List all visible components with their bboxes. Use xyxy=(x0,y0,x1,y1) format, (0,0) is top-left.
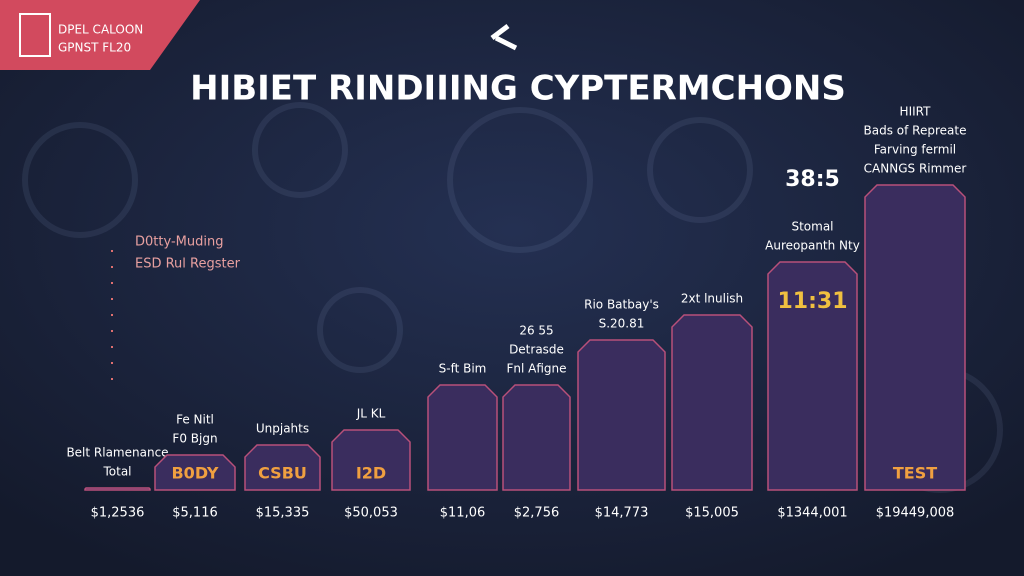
bar-annotation: Aureopanth Nty xyxy=(765,239,860,253)
bar xyxy=(244,444,321,491)
bar-annotation: HIIRT xyxy=(900,105,932,119)
bar-annotation: Unpjahts xyxy=(256,422,309,436)
bar xyxy=(767,261,858,491)
brand-logo xyxy=(19,13,51,57)
bar xyxy=(84,487,151,491)
x-tick-label: $1,2536 xyxy=(91,506,145,521)
bar-annotation: S-ft Bim xyxy=(439,362,487,376)
x-tick-label: $11,06 xyxy=(440,506,486,521)
x-tick-label: $15,335 xyxy=(256,506,310,521)
bar-inner-label: CSBU xyxy=(258,464,307,483)
bar-annotation: Farving fermil xyxy=(874,143,956,157)
bar-inner-label: I2D xyxy=(356,464,386,483)
bar-annotation: JL KL xyxy=(356,407,386,421)
bar-annotation: S.20.81 xyxy=(599,317,645,331)
bar xyxy=(671,314,753,491)
bar-annotation: Fnl Afigne xyxy=(506,362,566,376)
legend-note: ESD Rul Regster xyxy=(135,257,241,272)
bar xyxy=(577,339,666,491)
bar xyxy=(502,384,571,491)
bar xyxy=(154,454,236,491)
bar-annotation: F0 Bjgn xyxy=(172,432,217,446)
bar xyxy=(427,384,498,491)
brand-line: GPNST FL20 xyxy=(58,41,131,55)
x-tick-label: $1344,001 xyxy=(777,506,847,521)
bar-annotation: Stomal xyxy=(791,220,833,234)
bar-annotation: Rio Batbay's xyxy=(584,298,659,312)
bar-inner-label: TEST xyxy=(893,464,937,483)
bar-annotation: 2xt lnulish xyxy=(681,292,743,306)
bar-annotation: 26 55 xyxy=(519,324,553,338)
bar-annotation: Belt Rlamenance xyxy=(66,446,168,460)
logo-mark xyxy=(490,24,518,51)
bar-annotation: Total xyxy=(102,465,131,479)
bar-inner-label: B0DY xyxy=(171,464,218,483)
x-tick-label: $2,756 xyxy=(514,506,560,521)
brand-line: DPEL CALOON xyxy=(58,23,143,37)
bar-annotation: Bads of Repreate xyxy=(864,124,967,138)
bar-annotation: Detrasde xyxy=(509,343,564,357)
x-tick-label: $15,005 xyxy=(685,506,739,521)
bar-annotation: CANNGS Rimmer xyxy=(864,162,967,176)
legend-note: D0tty-Muding xyxy=(135,235,223,250)
x-tick-label: $50,053 xyxy=(344,506,398,521)
bar xyxy=(864,184,966,491)
x-tick-label: $19449,008 xyxy=(876,506,955,521)
x-tick-label: $5,116 xyxy=(172,506,218,521)
bar xyxy=(331,429,411,491)
bar-inner-label: 11:31 xyxy=(777,289,847,314)
bar-annotation: Fe Nitl xyxy=(176,413,214,427)
bar-annotation: 38:5 xyxy=(785,167,840,192)
x-tick-label: $14,773 xyxy=(595,506,649,521)
chart-title: HIBIET RINDIIING CYPTERMCHONS xyxy=(190,69,846,109)
